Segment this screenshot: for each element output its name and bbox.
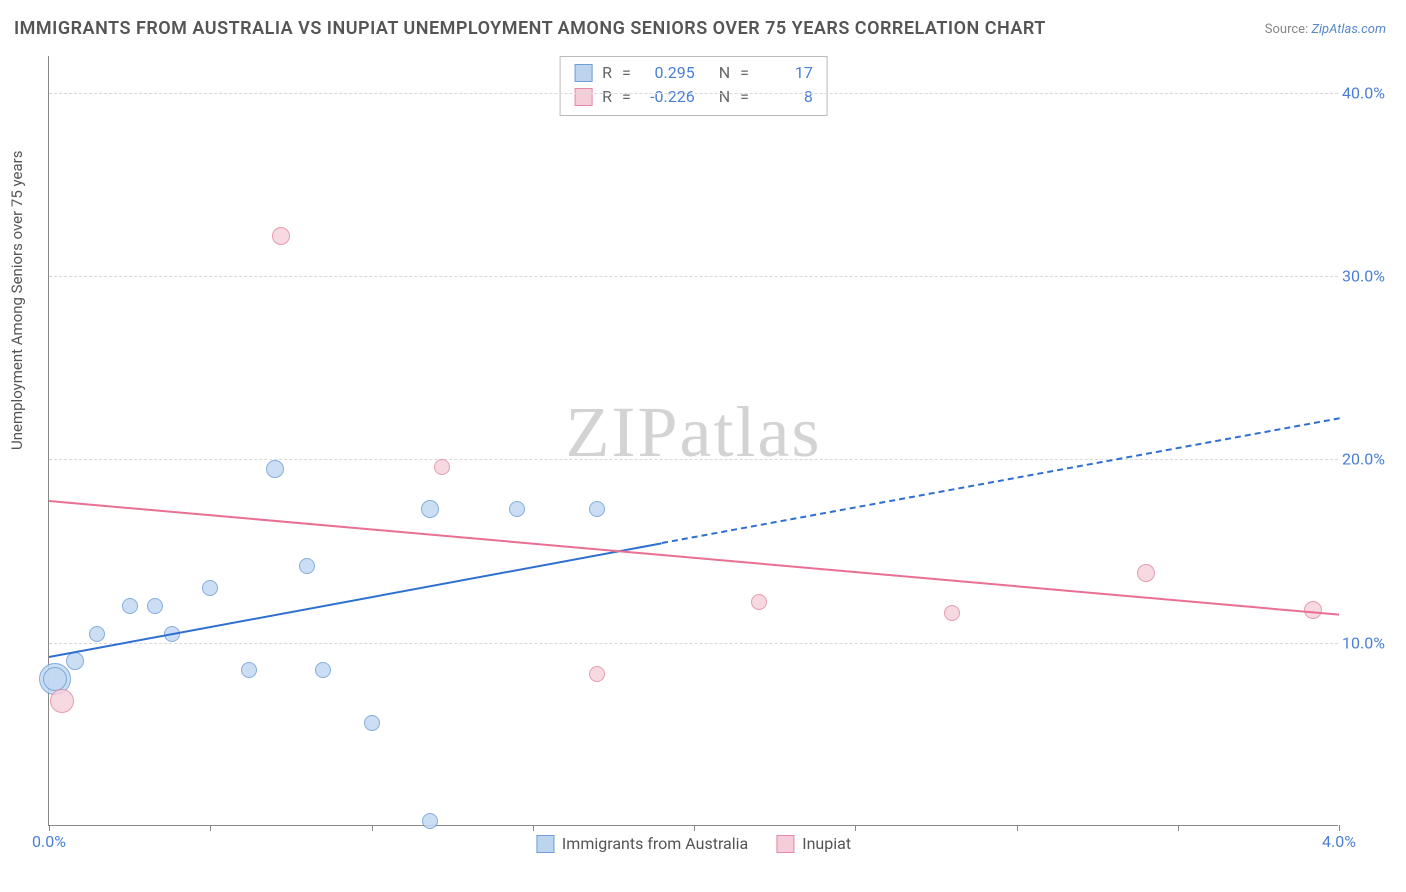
stat-r-val-2: -0.226 [641,85,695,109]
legend-item-series1: Immigrants from Australia [536,834,748,853]
chart-title: IMMIGRANTS FROM AUSTRALIA VS INUPIAT UNE… [14,18,1046,39]
x-tick-label: 0.0% [32,832,66,851]
x-tick [533,825,534,831]
stats-row-series1: R = 0.295 N = 17 [574,61,813,85]
stat-n-val-2: 8 [759,85,813,109]
swatch-series2 [574,88,592,106]
scatter-point-series1 [421,500,439,518]
stat-eq: = [740,61,749,85]
y-tick-label: 10.0% [1342,633,1402,652]
scatter-point-series1 [266,460,284,478]
x-tick [694,825,695,831]
scatter-point-series1 [299,558,315,574]
x-tick [1178,825,1179,831]
scatter-point-series1 [241,662,257,678]
y-tick-label: 20.0% [1342,450,1402,469]
scatter-point-series1 [147,598,163,614]
x-tick [1017,825,1018,831]
gridline-h [49,459,1338,460]
legend-item-series2: Inupiat [776,834,851,853]
scatter-point-series1 [66,652,84,670]
scatter-point-series1 [509,501,525,517]
scatter-point-series2 [272,227,290,245]
y-axis-title: Unemployment Among Seniors over 75 years [8,151,26,450]
swatch-series1 [574,64,592,82]
stat-n-label: N [719,85,730,109]
x-tick [1339,825,1340,831]
plot-area: ZIPatlas R = 0.295 N = 17 R = -0.226 N =… [48,56,1338,826]
stat-r-label: R [602,61,612,85]
trendline-series2-solid [49,500,1339,616]
legend-swatch-series1 [536,835,554,853]
scatter-point-series1 [89,626,105,642]
stats-legend-box: R = 0.295 N = 17 R = -0.226 N = 8 [559,56,828,116]
legend-bottom: Immigrants from Australia Inupiat [536,834,851,853]
y-tick-label: 40.0% [1342,83,1402,102]
gridline-h [49,276,1338,277]
scatter-point-series1 [122,598,138,614]
stats-row-series2: R = -0.226 N = 8 [574,85,813,109]
scatter-point-series1 [315,662,331,678]
stat-r-val-1: 0.295 [641,61,695,85]
x-tick [210,825,211,831]
gridline-h [49,93,1338,94]
watermark: ZIPatlas [566,391,822,474]
stat-n-label: N [719,61,730,85]
y-tick-label: 30.0% [1342,267,1402,286]
scatter-point-series2 [1137,564,1155,582]
scatter-point-series2 [50,689,74,713]
stat-n-val-1: 17 [759,61,813,85]
scatter-point-series1 [364,715,380,731]
x-tick [855,825,856,831]
source-attribution: Source: ZipAtlas.com [1265,22,1386,37]
legend-label-series2: Inupiat [802,834,851,853]
source-label: Source: [1265,22,1308,37]
scatter-point-series1 [589,501,605,517]
legend-swatch-series2 [776,835,794,853]
x-tick-label: 4.0% [1322,832,1356,851]
scatter-point-series1 [422,813,438,829]
legend-label-series1: Immigrants from Australia [562,834,748,853]
source-link[interactable]: ZipAtlas.com [1311,22,1386,37]
trendline-series1-solid [49,542,662,658]
scatter-point-series2 [1304,601,1322,619]
scatter-point-series2 [589,666,605,682]
scatter-point-series1 [202,580,218,596]
stat-eq: = [622,85,631,109]
scatter-point-series2 [751,594,767,610]
stat-eq: = [622,61,631,85]
gridline-h [49,643,1338,644]
scatter-point-series2 [434,459,450,475]
x-tick [372,825,373,831]
scatter-point-series1 [43,667,67,691]
stat-r-label: R [602,85,612,109]
stat-eq: = [740,85,749,109]
x-tick [49,825,50,831]
trendline-series1-dashed [662,417,1340,544]
scatter-point-series2 [944,605,960,621]
